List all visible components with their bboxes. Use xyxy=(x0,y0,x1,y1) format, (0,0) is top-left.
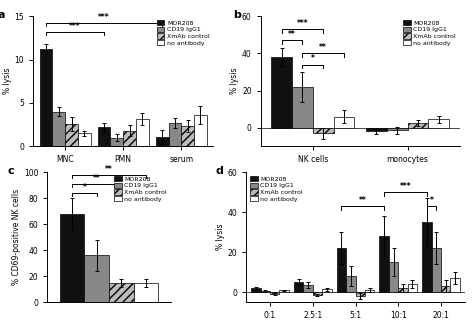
Y-axis label: % lysis: % lysis xyxy=(230,68,239,95)
Text: **: ** xyxy=(319,43,327,52)
Bar xyxy=(337,248,346,292)
Bar xyxy=(422,222,432,292)
Bar xyxy=(387,128,408,130)
Bar xyxy=(98,127,110,146)
Text: d: d xyxy=(216,166,224,176)
Bar xyxy=(292,87,313,128)
Bar xyxy=(78,133,91,146)
Bar xyxy=(389,262,398,292)
Bar xyxy=(408,284,417,292)
Text: **: ** xyxy=(359,196,367,205)
Bar xyxy=(294,282,303,292)
Text: a: a xyxy=(0,10,5,20)
Text: *: * xyxy=(82,183,86,192)
Bar xyxy=(398,288,408,292)
Bar xyxy=(251,288,261,292)
Text: ***: *** xyxy=(400,182,411,191)
Bar xyxy=(441,286,450,292)
Bar xyxy=(123,131,136,146)
Bar xyxy=(261,291,270,292)
Bar xyxy=(450,278,460,292)
Text: **: ** xyxy=(105,164,113,174)
Bar xyxy=(60,214,84,302)
Bar xyxy=(432,248,441,292)
Bar xyxy=(334,117,355,128)
Text: **: ** xyxy=(93,174,100,183)
Bar xyxy=(365,290,374,292)
Y-axis label: % CD69-positive NK cells: % CD69-positive NK cells xyxy=(12,189,21,285)
Text: ***: *** xyxy=(297,19,308,28)
Text: *: * xyxy=(430,196,434,205)
Legend: MOR208, CD19 IgG1, XmAb control, no antibody: MOR208, CD19 IgG1, XmAb control, no anti… xyxy=(403,20,456,46)
Text: b: b xyxy=(233,10,241,20)
Bar xyxy=(169,123,182,146)
Bar xyxy=(408,123,428,128)
Bar xyxy=(110,137,123,146)
Bar xyxy=(366,128,387,131)
Bar xyxy=(156,137,169,146)
Text: **: ** xyxy=(288,30,296,39)
Text: ***: *** xyxy=(98,13,110,22)
Y-axis label: % lysis: % lysis xyxy=(3,68,12,95)
Bar xyxy=(53,111,65,146)
Bar xyxy=(270,292,279,294)
Legend: MOR208, CD19 IgG1, XmAb control, no antibody: MOR208, CD19 IgG1, XmAb control, no anti… xyxy=(250,176,303,202)
Bar xyxy=(182,126,194,146)
Bar xyxy=(65,124,78,146)
Bar xyxy=(313,128,334,133)
Legend: MOR208, CD19 IgG1, XmAb control, no antibody: MOR208, CD19 IgG1, XmAb control, no anti… xyxy=(156,20,210,46)
Legend: MOR208, CD19 IgG1, XmAb control, no antibody: MOR208, CD19 IgG1, XmAb control, no anti… xyxy=(114,176,167,202)
Text: ***: *** xyxy=(69,21,81,31)
Text: c: c xyxy=(8,166,15,176)
Bar xyxy=(109,283,134,302)
Bar xyxy=(428,119,449,128)
Bar xyxy=(194,115,207,146)
Bar xyxy=(346,276,356,292)
Y-axis label: % lysis: % lysis xyxy=(216,224,225,251)
Bar xyxy=(40,49,53,146)
Bar xyxy=(380,236,389,292)
Bar xyxy=(136,119,149,146)
Bar xyxy=(356,292,365,296)
Bar xyxy=(322,289,331,292)
Bar xyxy=(271,57,292,128)
Bar xyxy=(84,255,109,302)
Bar xyxy=(279,290,289,292)
Bar xyxy=(134,283,158,302)
Bar xyxy=(313,292,322,295)
Bar xyxy=(303,285,313,292)
Text: *: * xyxy=(311,54,315,63)
